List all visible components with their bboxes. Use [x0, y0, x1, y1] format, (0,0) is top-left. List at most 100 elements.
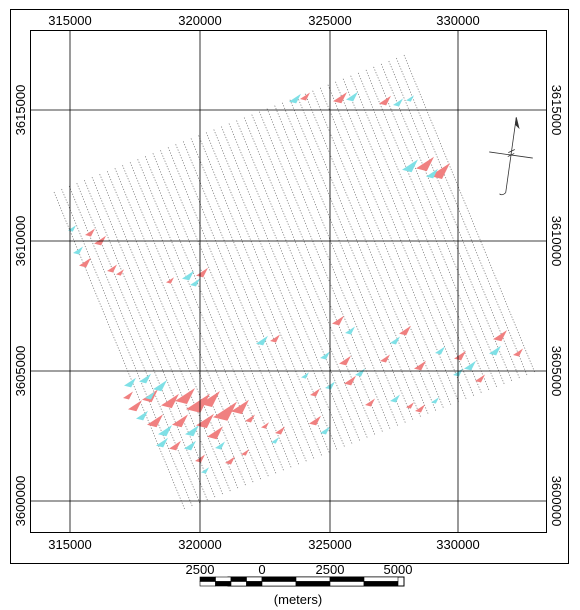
flight-line	[312, 90, 445, 409]
scale-bar-cell	[329, 576, 365, 582]
anomaly-positive-marker	[116, 269, 124, 276]
anomaly-negative-marker	[271, 437, 279, 444]
anomaly-negative-marker	[320, 426, 330, 435]
flight-line	[137, 159, 270, 478]
flight-line	[388, 60, 521, 380]
flight-line	[380, 63, 513, 383]
anomaly-positive-marker	[300, 92, 310, 101]
flight-line	[251, 114, 384, 433]
anomaly-markers	[68, 91, 523, 474]
flight-line	[304, 93, 437, 412]
anomaly-positive-marker	[79, 257, 91, 268]
flight-line	[152, 153, 285, 472]
anomaly-positive-marker	[399, 325, 411, 336]
anomaly-positive-marker	[175, 388, 195, 404]
anomaly-positive-marker	[454, 350, 466, 361]
flight-line	[122, 165, 254, 484]
flight-line	[99, 173, 232, 493]
flight-line	[160, 150, 292, 469]
anomaly-positive-marker	[207, 426, 223, 440]
flight-line	[198, 135, 330, 454]
anomaly-positive-marker	[231, 399, 249, 415]
scale-unit-label: (meters)	[274, 592, 322, 607]
anomaly-negative-marker	[73, 246, 83, 255]
anomaly-negative-marker	[390, 336, 400, 345]
flight-line	[274, 105, 407, 424]
anomaly-negative-marker	[320, 351, 330, 360]
scale-bar-cell	[246, 581, 263, 587]
anomaly-negative-marker	[156, 437, 168, 448]
flight-line	[91, 176, 224, 496]
scale-bar-cell	[199, 581, 216, 587]
anomaly-positive-marker	[128, 400, 142, 412]
flight-line	[190, 138, 323, 457]
right-tick-label: 3610000	[549, 216, 564, 267]
anomaly-positive-marker	[406, 402, 414, 409]
flight-line	[396, 57, 528, 377]
anomaly-positive-marker	[414, 360, 426, 371]
anomaly-negative-marker	[346, 91, 358, 102]
anomaly-negative-marker	[124, 377, 136, 388]
anomaly-positive-marker	[339, 355, 351, 366]
scale-label: 2500	[186, 562, 215, 577]
anomaly-positive-marker	[213, 401, 237, 421]
flight-line	[259, 111, 391, 430]
flight-line	[350, 75, 483, 394]
top-tick-label: 320000	[178, 13, 221, 28]
flight-line	[106, 171, 239, 490]
anomaly-positive-marker	[430, 163, 450, 179]
anomaly-positive-marker	[186, 393, 210, 413]
right-tick-label: 3605000	[549, 346, 564, 397]
flight-line	[289, 99, 422, 418]
anomaly-negative-marker	[190, 278, 200, 287]
anomaly-negative-marker	[390, 394, 400, 403]
scale-bar-cell	[215, 576, 232, 582]
anomaly-positive-marker	[380, 354, 390, 363]
anomaly-positive-marker	[245, 414, 255, 423]
flight-line	[53, 191, 186, 511]
flight-line	[319, 87, 452, 406]
anomaly-positive-marker	[200, 391, 220, 407]
anomaly-negative-marker	[139, 373, 151, 384]
scale-bar-cell	[261, 581, 297, 587]
anomaly-negative-marker	[301, 372, 309, 379]
scale-bar-cell	[295, 576, 331, 582]
anomaly-negative-marker	[256, 335, 268, 346]
flight-line	[365, 69, 498, 389]
flight-line	[357, 72, 490, 392]
flight-line	[61, 188, 193, 508]
anomaly-positive-marker	[241, 449, 249, 456]
anomaly-positive-marker	[123, 391, 133, 400]
top-tick-label: 330000	[436, 13, 479, 28]
scale-label: 0	[258, 562, 265, 577]
flight-line	[266, 108, 399, 427]
north-arrow-icon	[489, 117, 533, 196]
anomaly-positive-marker	[415, 404, 425, 413]
scale-bar-cell	[329, 581, 365, 587]
anomaly-negative-marker	[406, 95, 414, 102]
map-frame	[30, 30, 547, 533]
flight-line	[221, 126, 353, 445]
anomaly-positive-marker	[365, 398, 375, 407]
anomaly-negative-marker	[355, 368, 365, 377]
right-tick-label: 3600000	[549, 476, 564, 527]
flight-line	[213, 129, 346, 448]
anomaly-negative-marker	[426, 168, 438, 179]
flight-line	[297, 96, 429, 415]
anomaly-negative-marker	[185, 425, 199, 437]
anomaly-negative-marker	[435, 346, 445, 355]
flight-line	[281, 102, 414, 421]
anomaly-negative-marker	[431, 397, 439, 404]
anomaly-positive-marker	[332, 315, 344, 326]
anomaly-negative-marker	[489, 345, 501, 356]
anomaly-positive-marker	[161, 393, 179, 409]
scale-bar-cell	[363, 581, 399, 587]
outer-frame	[10, 9, 569, 564]
anomaly-negative-marker	[345, 326, 355, 335]
flight-lines	[53, 54, 536, 511]
anomaly-positive-marker	[344, 375, 356, 386]
anomaly-negative-marker	[182, 270, 194, 281]
flight-line	[144, 156, 277, 475]
anomaly-positive-marker	[379, 95, 391, 106]
flight-line	[76, 182, 209, 502]
